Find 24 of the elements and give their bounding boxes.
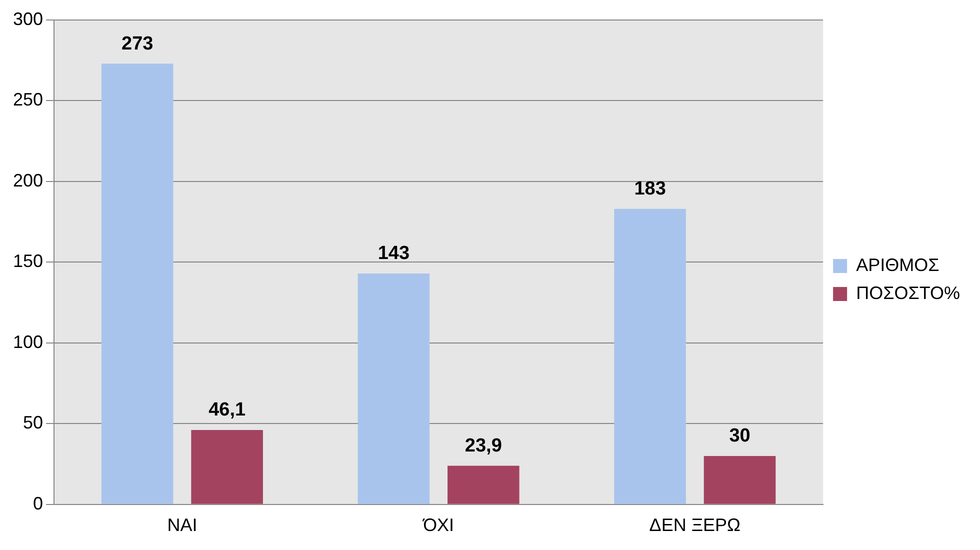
bar (614, 208, 686, 504)
y-tick-label: 300 (12, 8, 44, 29)
data-label: 273 (121, 33, 154, 54)
data-label: 23,9 (464, 436, 502, 457)
data-label: 30 (729, 426, 750, 447)
y-tick-label: 150 (12, 251, 44, 272)
x-tick-label: ΌΧΙ (422, 515, 454, 536)
data-label: 46,1 (208, 400, 246, 421)
data-label: 183 (634, 178, 666, 200)
legend-label: ΠΟΣΟΣΤΟ% (856, 282, 960, 303)
y-tick-label: 50 (23, 412, 44, 433)
legend-label: ΑΡΙΘΜΟΣ (856, 254, 940, 275)
bar (448, 466, 520, 504)
bar (101, 64, 174, 504)
y-tick-label: 200 (12, 170, 44, 190)
x-tick-label: ΔΕΝ ΞΕΡΩ (649, 515, 740, 536)
bar (704, 456, 776, 504)
data-label: 143 (378, 243, 410, 264)
x-tick-label: ΝΑΙ (167, 515, 198, 536)
bar (191, 430, 263, 504)
y-tick-label: 100 (12, 332, 44, 352)
y-tick-label: 0 (33, 493, 44, 514)
bar (358, 274, 430, 504)
y-tick-label: 250 (12, 90, 44, 110)
